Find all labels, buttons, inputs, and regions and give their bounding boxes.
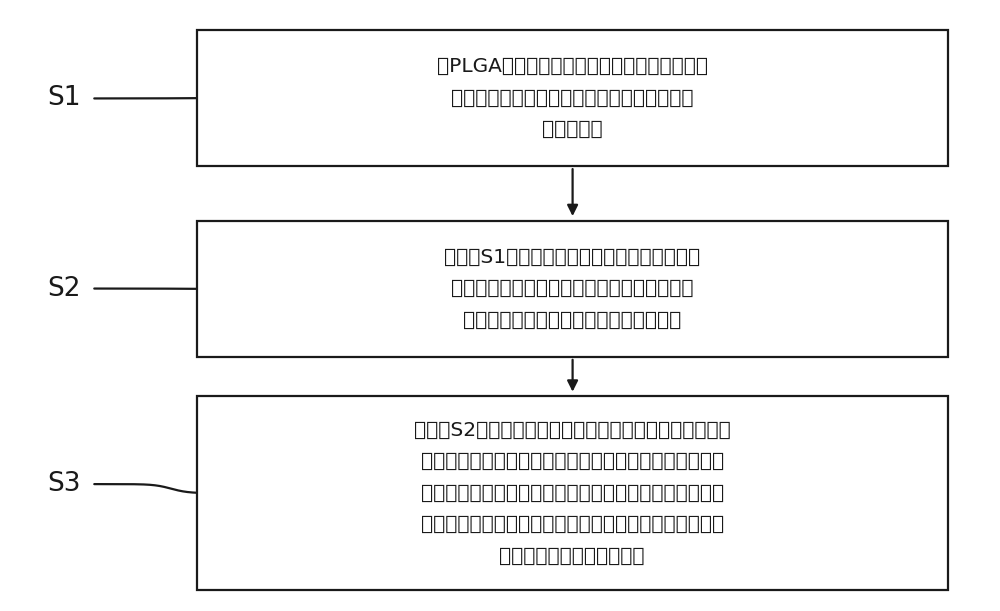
Text: 到水相物料: 到水相物料	[542, 120, 602, 139]
Text: 后，去除有机溶剂，得到缓释层内核乳液: 后，去除有机溶剂，得到缓释层内核乳液	[463, 311, 681, 330]
Text: 得到布洛芬速释缓释纳米粒: 得到布洛芬速释缓释纳米粒	[499, 547, 645, 566]
Text: S1: S1	[48, 86, 81, 111]
FancyBboxPatch shape	[197, 397, 948, 590]
Text: 将步骤S2中制得的缓释层内核乳液和速释层外壳中的崩解: 将步骤S2中制得的缓释层内核乳液和速释层外壳中的崩解	[414, 421, 730, 440]
Text: 油相物料；然后将羧甲基葡聚糖溶于水中，得: 油相物料；然后将羧甲基葡聚糖溶于水中，得	[451, 89, 693, 108]
Text: 将PLGA和一部分布洛芬溶于有机溶剂中，得到: 将PLGA和一部分布洛芬溶于有机溶剂中，得到	[437, 57, 708, 76]
Text: 匀，另取速释层外壳中的壳聚糖季铵盐溶于水中，并分散: 匀，另取速释层外壳中的壳聚糖季铵盐溶于水中，并分散	[421, 484, 724, 503]
Text: 料中，搅拌混合均匀后，进行剪切、高压均质: 料中，搅拌混合均匀后，进行剪切、高压均质	[451, 279, 693, 298]
Text: 剂、粘合剂，以及另一部分布洛芬溶于有机溶剂中分散均: 剂、粘合剂，以及另一部分布洛芬溶于有机溶剂中分散均	[421, 452, 724, 471]
Text: S2: S2	[48, 276, 81, 302]
Text: S3: S3	[48, 471, 81, 497]
Text: 均匀；然后将两者混合、经超声处理后，去除有机溶剂，: 均匀；然后将两者混合、经超声处理后，去除有机溶剂，	[421, 515, 724, 534]
Text: 将步骤S1中得到的油相物料缓慢加入到水相物: 将步骤S1中得到的油相物料缓慢加入到水相物	[444, 248, 700, 267]
FancyBboxPatch shape	[197, 221, 948, 357]
FancyBboxPatch shape	[197, 30, 948, 166]
